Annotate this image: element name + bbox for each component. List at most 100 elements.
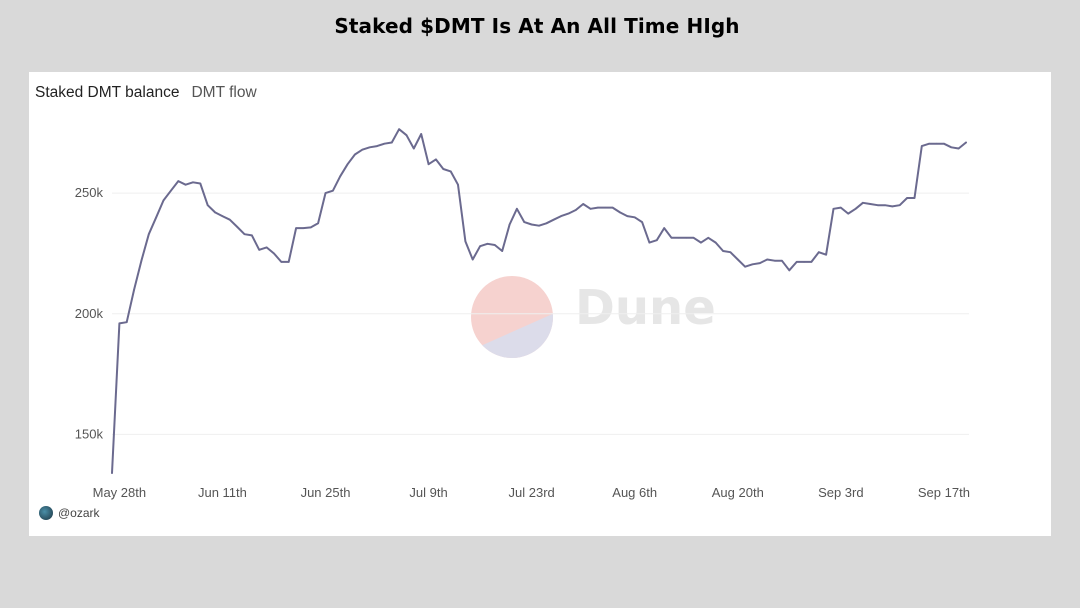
data-point[interactable] — [582, 203, 584, 205]
data-point[interactable] — [339, 175, 342, 178]
data-point[interactable] — [251, 234, 253, 237]
data-point[interactable] — [324, 192, 327, 194]
data-point[interactable] — [611, 206, 614, 209]
data-point[interactable] — [840, 206, 842, 209]
data-point[interactable] — [206, 204, 209, 207]
data-point[interactable] — [442, 168, 445, 170]
data-point[interactable] — [471, 258, 474, 261]
data-point[interactable] — [817, 251, 820, 254]
data-point[interactable] — [655, 239, 658, 241]
data-point[interactable] — [773, 259, 776, 262]
data-point[interactable] — [162, 199, 165, 202]
data-point[interactable] — [913, 197, 916, 199]
data-point[interactable] — [530, 223, 533, 226]
data-point[interactable] — [214, 211, 216, 214]
data-point[interactable] — [847, 212, 850, 215]
tab-staked-dmt-balance[interactable]: Staked DMT balance — [35, 84, 180, 101]
data-point[interactable] — [538, 224, 540, 227]
data-point[interactable] — [111, 472, 113, 474]
data-point[interactable] — [685, 236, 688, 239]
data-point[interactable] — [545, 222, 548, 225]
data-point[interactable] — [192, 181, 194, 184]
data-point[interactable] — [170, 189, 172, 192]
data-point[interactable] — [736, 258, 739, 261]
data-point[interactable] — [567, 212, 570, 215]
data-point[interactable] — [295, 227, 297, 229]
data-point[interactable] — [287, 261, 290, 263]
data-point[interactable] — [957, 147, 960, 150]
data-point[interactable] — [273, 252, 275, 255]
data-point[interactable] — [508, 223, 511, 226]
data-point[interactable] — [663, 227, 665, 229]
data-point[interactable] — [589, 208, 592, 210]
data-point[interactable] — [898, 204, 901, 207]
data-point[interactable] — [516, 208, 518, 210]
data-point[interactable] — [935, 142, 938, 145]
data-point[interactable] — [486, 243, 489, 245]
data-point[interactable] — [943, 142, 945, 145]
data-point[interactable] — [332, 189, 334, 192]
data-point[interactable] — [832, 208, 835, 210]
data-point[interactable] — [118, 322, 121, 325]
data-point[interactable] — [744, 265, 746, 268]
data-point[interactable] — [420, 133, 423, 135]
data-point[interactable] — [648, 241, 651, 244]
credit-handle[interactable]: @ozark — [58, 506, 100, 520]
data-point[interactable] — [670, 236, 673, 239]
data-point[interactable] — [133, 288, 135, 291]
data-point[interactable] — [678, 236, 680, 239]
data-point[interactable] — [803, 261, 805, 263]
data-point[interactable] — [825, 253, 827, 256]
data-point[interactable] — [265, 246, 268, 249]
data-point[interactable] — [965, 141, 967, 144]
data-point[interactable] — [449, 170, 452, 173]
data-point[interactable] — [413, 147, 415, 150]
data-point[interactable] — [479, 245, 481, 248]
data-point[interactable] — [921, 145, 923, 147]
data-point[interactable] — [302, 227, 305, 229]
data-point[interactable] — [184, 183, 187, 186]
data-point[interactable] — [125, 321, 128, 324]
data-point[interactable] — [906, 197, 908, 199]
data-point[interactable] — [891, 205, 894, 208]
data-point[interactable] — [575, 209, 577, 211]
data-point[interactable] — [641, 221, 643, 223]
data-point[interactable] — [317, 222, 319, 225]
data-point[interactable] — [354, 153, 356, 156]
data-point[interactable] — [597, 206, 599, 209]
data-point[interactable] — [714, 241, 717, 244]
data-point[interactable] — [928, 142, 930, 145]
data-point[interactable] — [346, 163, 349, 165]
data-point[interactable] — [795, 261, 798, 263]
data-point[interactable] — [810, 261, 813, 263]
data-point[interactable] — [236, 226, 238, 228]
data-point[interactable] — [876, 204, 879, 207]
data-point[interactable] — [368, 146, 371, 149]
data-point[interactable] — [140, 259, 143, 262]
data-point[interactable] — [862, 201, 864, 204]
data-point[interactable] — [781, 259, 783, 262]
data-point[interactable] — [148, 233, 150, 235]
data-point[interactable] — [383, 142, 386, 145]
data-point[interactable] — [501, 250, 503, 252]
series-line[interactable] — [111, 128, 967, 474]
data-point[interactable] — [376, 145, 378, 147]
data-point[interactable] — [766, 258, 769, 261]
data-point[interactable] — [626, 215, 629, 217]
data-point[interactable] — [523, 221, 526, 223]
data-point[interactable] — [464, 240, 467, 243]
data-point[interactable] — [854, 208, 857, 210]
data-point[interactable] — [258, 249, 261, 251]
data-point[interactable] — [560, 215, 562, 217]
data-point[interactable] — [552, 218, 555, 221]
data-point[interactable] — [751, 263, 754, 266]
data-point[interactable] — [722, 250, 724, 252]
data-point[interactable] — [950, 146, 953, 149]
data-point[interactable] — [398, 128, 400, 131]
data-point[interactable] — [361, 148, 364, 151]
data-point[interactable] — [405, 134, 408, 137]
data-point[interactable] — [692, 236, 695, 239]
data-point[interactable] — [221, 215, 224, 217]
data-point[interactable] — [435, 158, 437, 161]
data-point[interactable] — [884, 204, 886, 207]
